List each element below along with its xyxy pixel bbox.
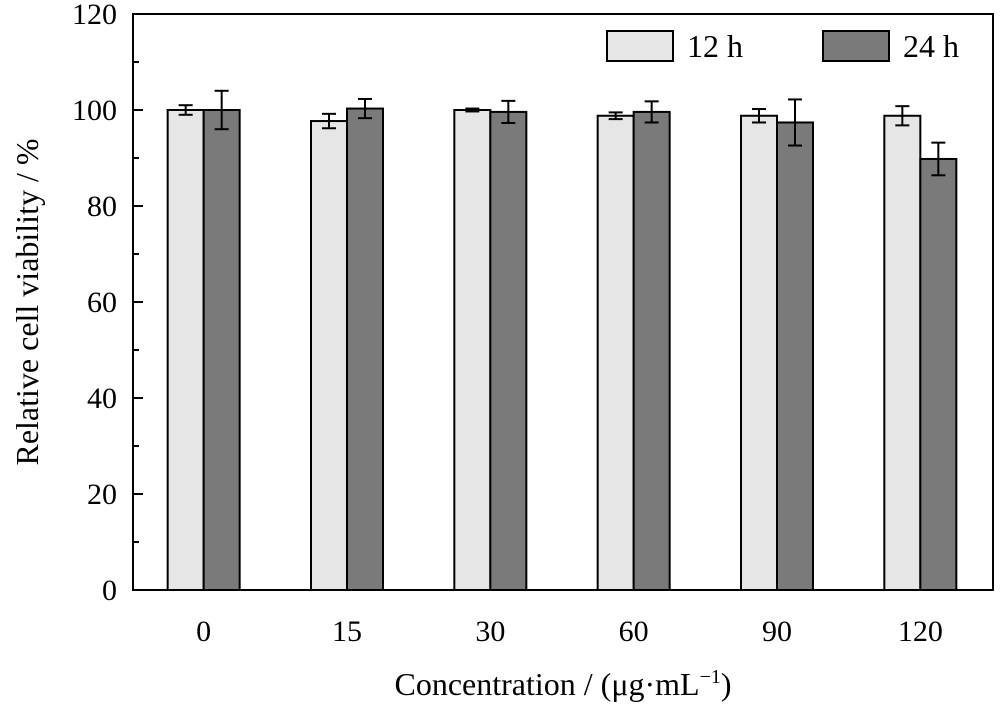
tick-labels: 0 20 40 60 80 100 120 0 15 30 60 90 120 (72, 0, 943, 648)
bar-12h-0 (166, 109, 205, 591)
y-tick-label: 20 (87, 478, 117, 511)
plot-frame (132, 13, 994, 591)
axes (132, 13, 994, 591)
x-tick-label: 120 (898, 615, 943, 648)
x-axis-title: Concentration / (μg·mL−1) (394, 666, 731, 702)
legend-label: 12 h (687, 28, 743, 64)
bar-24h-15 (346, 107, 384, 591)
x-tick-label: 0 (196, 615, 211, 648)
x-tick-label: 90 (762, 615, 792, 648)
bar-24h-60 (632, 110, 671, 591)
bar-24h-30 (489, 110, 528, 591)
x-tick-label: 15 (332, 615, 362, 648)
legend: 12 h 24 h (606, 28, 959, 64)
y-axis-title: Relative cell viability / % (9, 138, 45, 465)
y-tick-label: 0 (102, 574, 117, 607)
bar-24h-0 (202, 109, 241, 591)
bar-24h-120 (919, 157, 958, 592)
bar-24h-90 (776, 121, 814, 591)
y-tick-label: 80 (87, 190, 117, 223)
x-tick-label: 60 (619, 615, 649, 648)
bar-12h-30 (453, 109, 492, 591)
y-tick-label: 100 (72, 94, 117, 127)
bar-12h-15 (310, 120, 348, 591)
legend-swatch-12h (606, 30, 674, 62)
x-tick-label: 30 (475, 615, 505, 648)
bar-12h-90 (740, 114, 778, 591)
bars (166, 89, 958, 592)
y-tick-label: 120 (72, 0, 117, 31)
y-tick-label: 40 (87, 382, 117, 415)
bar-12h-60 (596, 114, 635, 591)
legend-label: 24 h (903, 28, 959, 64)
legend-swatch-24h (822, 30, 890, 62)
bar-12h-120 (883, 114, 922, 591)
y-tick-label: 60 (87, 286, 117, 319)
